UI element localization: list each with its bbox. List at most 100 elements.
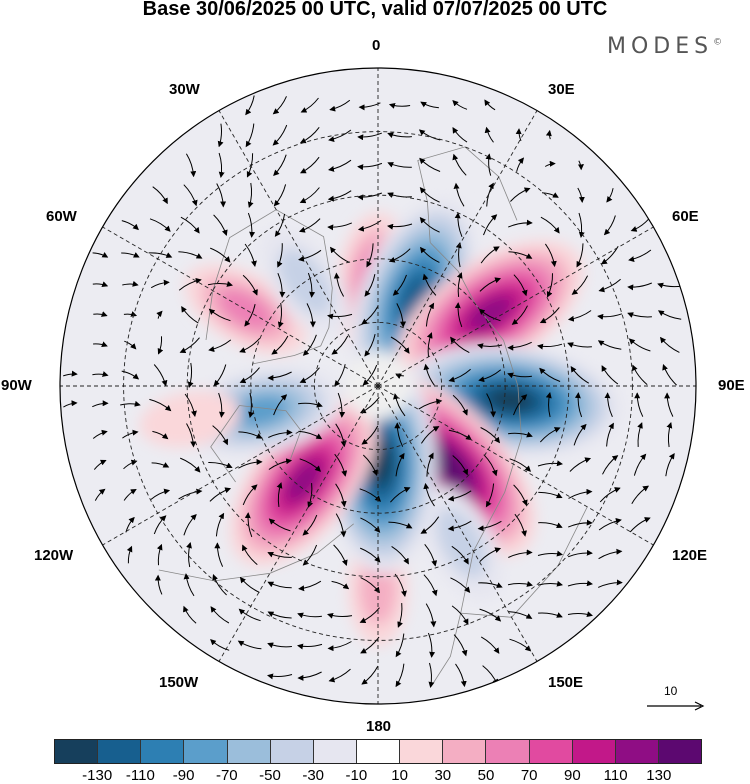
anomaly-contour — [467, 295, 513, 331]
wind-arrow — [507, 341, 532, 351]
wind-arrow — [157, 336, 164, 355]
wind-arrow — [388, 248, 411, 263]
wind-arrow — [537, 550, 563, 557]
wind-arrow — [210, 639, 230, 651]
wind-arrow — [507, 581, 533, 587]
reference-vector-arrow — [647, 701, 705, 711]
wind-arrow — [187, 362, 194, 388]
wind-arrow — [597, 340, 622, 350]
meridian-line — [377, 226, 654, 387]
wind-arrow — [568, 488, 593, 499]
colorbar-swatch — [227, 740, 271, 763]
wind-arrow — [122, 429, 139, 439]
wind-arrow — [328, 129, 352, 142]
wind-arrow — [241, 544, 258, 565]
wind-arrow — [452, 127, 468, 143]
wind-arrow — [602, 455, 619, 475]
wind-arrow — [513, 484, 528, 507]
colorbar-tick-label: -90 — [172, 767, 195, 784]
label-lon-0: 0 — [372, 37, 381, 54]
wind-arrow — [662, 363, 677, 386]
meridian-line — [377, 385, 654, 546]
colorbar-swatch — [529, 740, 573, 763]
wind-arrow — [480, 246, 500, 264]
wind-arrow — [397, 603, 403, 628]
wind-arrow — [299, 367, 320, 384]
wind-arrow — [631, 485, 650, 505]
wind-arrow — [185, 153, 197, 178]
wind-arrow — [452, 153, 467, 176]
wind-arrow — [419, 246, 440, 263]
colorbar-tick-label: 50 — [477, 767, 495, 784]
wind-arrow — [516, 157, 525, 172]
colorbar-tick-label: 70 — [520, 767, 538, 784]
wind-arrow — [544, 160, 556, 167]
wind-arrow — [237, 640, 262, 650]
wind-arrow — [359, 488, 382, 502]
wind-arrow — [537, 343, 563, 350]
wind-arrow — [328, 668, 351, 683]
wind-arrow — [150, 279, 170, 289]
wind-arrow — [359, 397, 380, 414]
wind-arrow — [218, 392, 225, 418]
wind-arrow — [364, 333, 376, 357]
wind-arrow — [152, 430, 169, 440]
brand-logo: MODES© — [607, 34, 723, 59]
label-lon-90e: 90E — [718, 377, 745, 394]
anomaly-contour — [432, 447, 469, 486]
wind-arrow — [508, 611, 533, 619]
meridian-line — [377, 385, 538, 662]
wind-arrow — [567, 342, 592, 348]
wind-arrow — [360, 547, 381, 563]
wind-arrow — [507, 372, 532, 379]
wind-arrow — [298, 430, 323, 440]
label-lon-180: 180 — [366, 718, 392, 735]
wind-arrow — [637, 422, 643, 447]
wind-arrow — [606, 422, 614, 447]
wind-arrow — [328, 159, 352, 172]
wind-arrow — [478, 582, 503, 588]
wind-arrow — [63, 400, 78, 408]
wind-arrow — [665, 452, 675, 477]
wind-arrow — [271, 335, 289, 355]
wind-arrow — [513, 394, 528, 416]
wind-arrow — [450, 336, 470, 354]
wind-arrow — [567, 549, 593, 558]
wind-arrow — [327, 641, 352, 652]
wind-arrow — [633, 453, 647, 476]
wind-arrow — [391, 545, 409, 565]
wind-arrow — [359, 607, 380, 623]
wind-arrow — [485, 153, 492, 176]
colorbar-swatch — [98, 740, 142, 763]
wind-arrow — [577, 160, 584, 171]
wind-arrow — [420, 516, 440, 534]
wind-arrow — [513, 274, 528, 297]
wind-arrow — [248, 392, 255, 418]
wind-arrow — [329, 99, 351, 112]
wind-arrow — [537, 580, 563, 587]
colorbar-tick-label: 110 — [603, 767, 628, 784]
wind-arrow — [603, 215, 616, 236]
wind-arrow — [571, 275, 589, 295]
wind-arrow — [479, 277, 502, 292]
wind-arrow — [333, 544, 348, 567]
colorbar-swatch — [572, 740, 616, 763]
wind-arrow — [121, 220, 139, 231]
wind-arrow — [179, 337, 200, 354]
meridian-line — [218, 110, 379, 387]
wind-arrow — [426, 452, 434, 477]
anomaly-contour — [231, 395, 289, 427]
wind-arrow — [666, 422, 673, 448]
wind-arrow — [327, 313, 353, 320]
wind-arrow — [574, 392, 583, 418]
wind-arrow — [452, 99, 468, 110]
wind-arrow — [152, 186, 168, 205]
wind-arrow — [245, 123, 255, 148]
wind-arrow — [577, 187, 585, 203]
wind-arrow — [238, 608, 261, 622]
wind-arrow — [267, 673, 293, 680]
wind-arrow — [183, 605, 197, 624]
label-lon-90w: 90W — [1, 377, 32, 394]
colorbar-tick-label: -10 — [345, 767, 368, 784]
wind-arrow — [277, 243, 283, 268]
